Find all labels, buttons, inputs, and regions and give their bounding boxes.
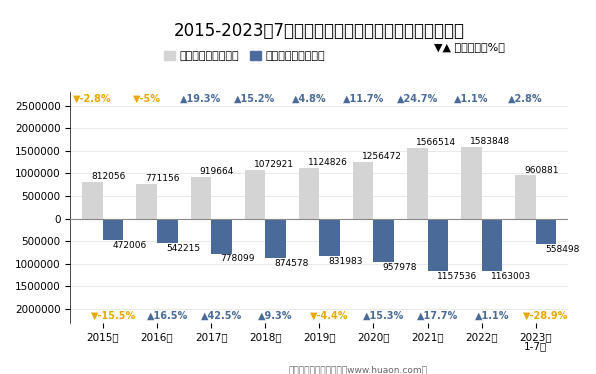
Bar xyxy=(407,148,427,219)
Text: 472006: 472006 xyxy=(112,240,147,249)
Bar xyxy=(353,162,374,219)
Text: ▲9.3%: ▲9.3% xyxy=(258,310,293,321)
Text: 1583848: 1583848 xyxy=(470,137,510,146)
Text: ▼-5%: ▼-5% xyxy=(133,94,161,104)
Bar xyxy=(157,219,178,243)
Text: ▼-4.4%: ▼-4.4% xyxy=(311,310,349,321)
Title: 2015-2023年7月安徽省外商投资企业进、出口额统计图: 2015-2023年7月安徽省外商投资企业进、出口额统计图 xyxy=(174,22,465,40)
Text: ▲1.1%: ▲1.1% xyxy=(474,310,509,321)
Bar xyxy=(374,219,394,262)
Bar xyxy=(191,177,211,219)
Text: ▲24.7%: ▲24.7% xyxy=(397,94,438,104)
Text: ▲2.8%: ▲2.8% xyxy=(508,94,543,104)
Text: ▼-15.5%: ▼-15.5% xyxy=(91,310,136,321)
Text: 874578: 874578 xyxy=(274,259,309,268)
Text: 778099: 778099 xyxy=(221,254,255,263)
Text: 1566514: 1566514 xyxy=(416,138,457,147)
Text: 制图：华经产业研究院（www.huaon.com）: 制图：华经产业研究院（www.huaon.com） xyxy=(288,365,427,374)
Bar xyxy=(515,175,536,219)
Bar xyxy=(211,219,232,254)
Text: ▲1.1%: ▲1.1% xyxy=(454,94,489,104)
Text: ▼-28.9%: ▼-28.9% xyxy=(523,310,569,321)
Text: 812056: 812056 xyxy=(92,172,126,181)
Bar xyxy=(103,219,123,240)
Text: ▲15.2%: ▲15.2% xyxy=(234,94,275,104)
Bar xyxy=(319,219,340,256)
Text: 831983: 831983 xyxy=(328,257,363,266)
Text: 1072921: 1072921 xyxy=(254,160,294,169)
Text: 1163003: 1163003 xyxy=(491,272,531,281)
Bar xyxy=(536,219,556,244)
Text: 1157536: 1157536 xyxy=(437,272,477,280)
Text: 1256472: 1256472 xyxy=(362,152,402,161)
Bar xyxy=(427,219,448,271)
Text: 957978: 957978 xyxy=(383,263,417,272)
Text: 771156: 771156 xyxy=(145,174,180,183)
Bar xyxy=(245,170,265,219)
Text: 542215: 542215 xyxy=(166,244,200,253)
Text: ▲42.5%: ▲42.5% xyxy=(201,310,242,321)
Text: ▲19.3%: ▲19.3% xyxy=(180,94,222,104)
Bar xyxy=(136,184,157,219)
Text: ▲4.8%: ▲4.8% xyxy=(292,94,327,104)
Text: ▲15.3%: ▲15.3% xyxy=(363,310,404,321)
Bar xyxy=(265,219,286,258)
Text: ▲11.7%: ▲11.7% xyxy=(343,94,384,104)
Text: ▲16.5%: ▲16.5% xyxy=(147,310,188,321)
Bar xyxy=(461,147,482,219)
Text: ▼▲ 同比增速（%）: ▼▲ 同比增速（%） xyxy=(434,42,505,52)
Text: 960881: 960881 xyxy=(524,166,559,175)
Bar xyxy=(299,168,319,219)
Text: ▼-2.8%: ▼-2.8% xyxy=(73,94,112,104)
Text: ▲17.7%: ▲17.7% xyxy=(417,310,458,321)
Legend: 出口总额（万美元）, 进口总额（万美元）: 出口总额（万美元）, 进口总额（万美元） xyxy=(160,47,330,66)
Text: 1124826: 1124826 xyxy=(308,158,348,167)
Bar xyxy=(82,182,103,219)
Bar xyxy=(482,219,502,271)
Text: 919664: 919664 xyxy=(200,167,234,177)
Text: 558498: 558498 xyxy=(545,245,579,254)
